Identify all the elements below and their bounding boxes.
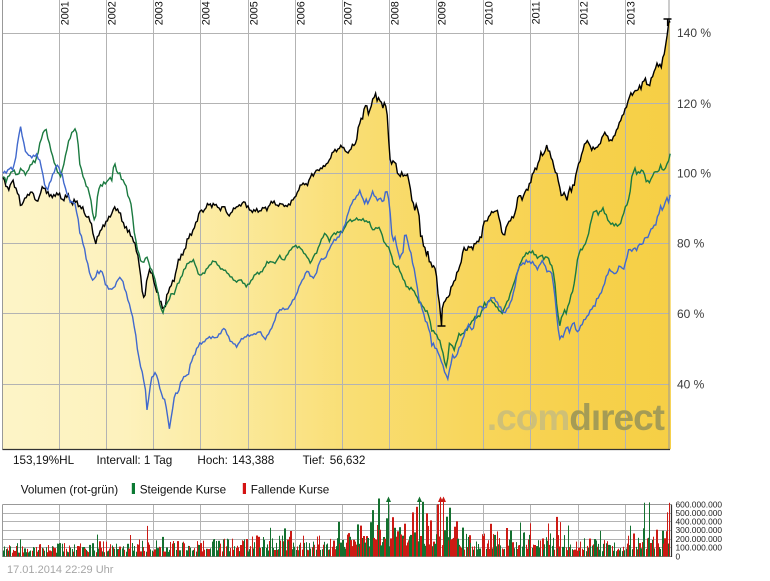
svg-text:2002: 2002 xyxy=(107,1,119,25)
svg-text:60 %: 60 % xyxy=(677,307,705,321)
svg-text:140 %: 140 % xyxy=(677,26,711,40)
svg-text:2012: 2012 xyxy=(579,1,591,25)
svg-text:Tief:: Tief: xyxy=(303,454,325,467)
svg-text:80 %: 80 % xyxy=(677,237,705,251)
svg-text:.comdırect: .comdırect xyxy=(487,397,665,438)
svg-text:120 %: 120 % xyxy=(677,97,711,111)
svg-text:2006: 2006 xyxy=(296,1,308,25)
svg-text:2001: 2001 xyxy=(60,1,72,25)
svg-text:100.000.000: 100.000.000 xyxy=(676,542,723,552)
svg-text:2003: 2003 xyxy=(154,1,166,25)
svg-text:600.000.000: 600.000.000 xyxy=(676,499,723,509)
svg-text:2013: 2013 xyxy=(626,1,638,25)
svg-text:300.000.000: 300.000.000 xyxy=(676,525,723,535)
svg-text:Steigende Kurse: Steigende Kurse xyxy=(140,484,226,497)
svg-text:2004: 2004 xyxy=(201,1,213,25)
svg-text:100 %: 100 % xyxy=(677,167,711,181)
svg-text:Intervall: 1 Tag: Intervall: 1 Tag xyxy=(97,454,173,467)
svg-text:17.01.2014 22:29 Uhr: 17.01.2014 22:29 Uhr xyxy=(7,564,114,576)
svg-text:2008: 2008 xyxy=(390,1,402,25)
svg-text:2010: 2010 xyxy=(484,1,496,25)
svg-text:500.000.000: 500.000.000 xyxy=(676,508,723,518)
svg-text:400.000.000: 400.000.000 xyxy=(676,517,723,527)
svg-text:40 %: 40 % xyxy=(677,378,705,392)
svg-text:2009: 2009 xyxy=(437,1,449,25)
svg-text:2011: 2011 xyxy=(531,1,543,24)
svg-text:56,632: 56,632 xyxy=(330,454,366,467)
svg-text:2007: 2007 xyxy=(343,1,355,25)
svg-text:0: 0 xyxy=(676,552,681,562)
svg-text:Hoch:: Hoch: xyxy=(197,454,228,467)
svg-text:Fallende Kurse: Fallende Kurse xyxy=(251,484,330,497)
svg-text:200.000.000: 200.000.000 xyxy=(676,534,723,544)
svg-text:2005: 2005 xyxy=(249,1,261,25)
svg-text:Volumen (rot-grün): Volumen (rot-grün) xyxy=(21,484,119,497)
svg-text:153,19%HL: 153,19%HL xyxy=(13,454,75,467)
svg-text:143,388: 143,388 xyxy=(232,454,274,467)
